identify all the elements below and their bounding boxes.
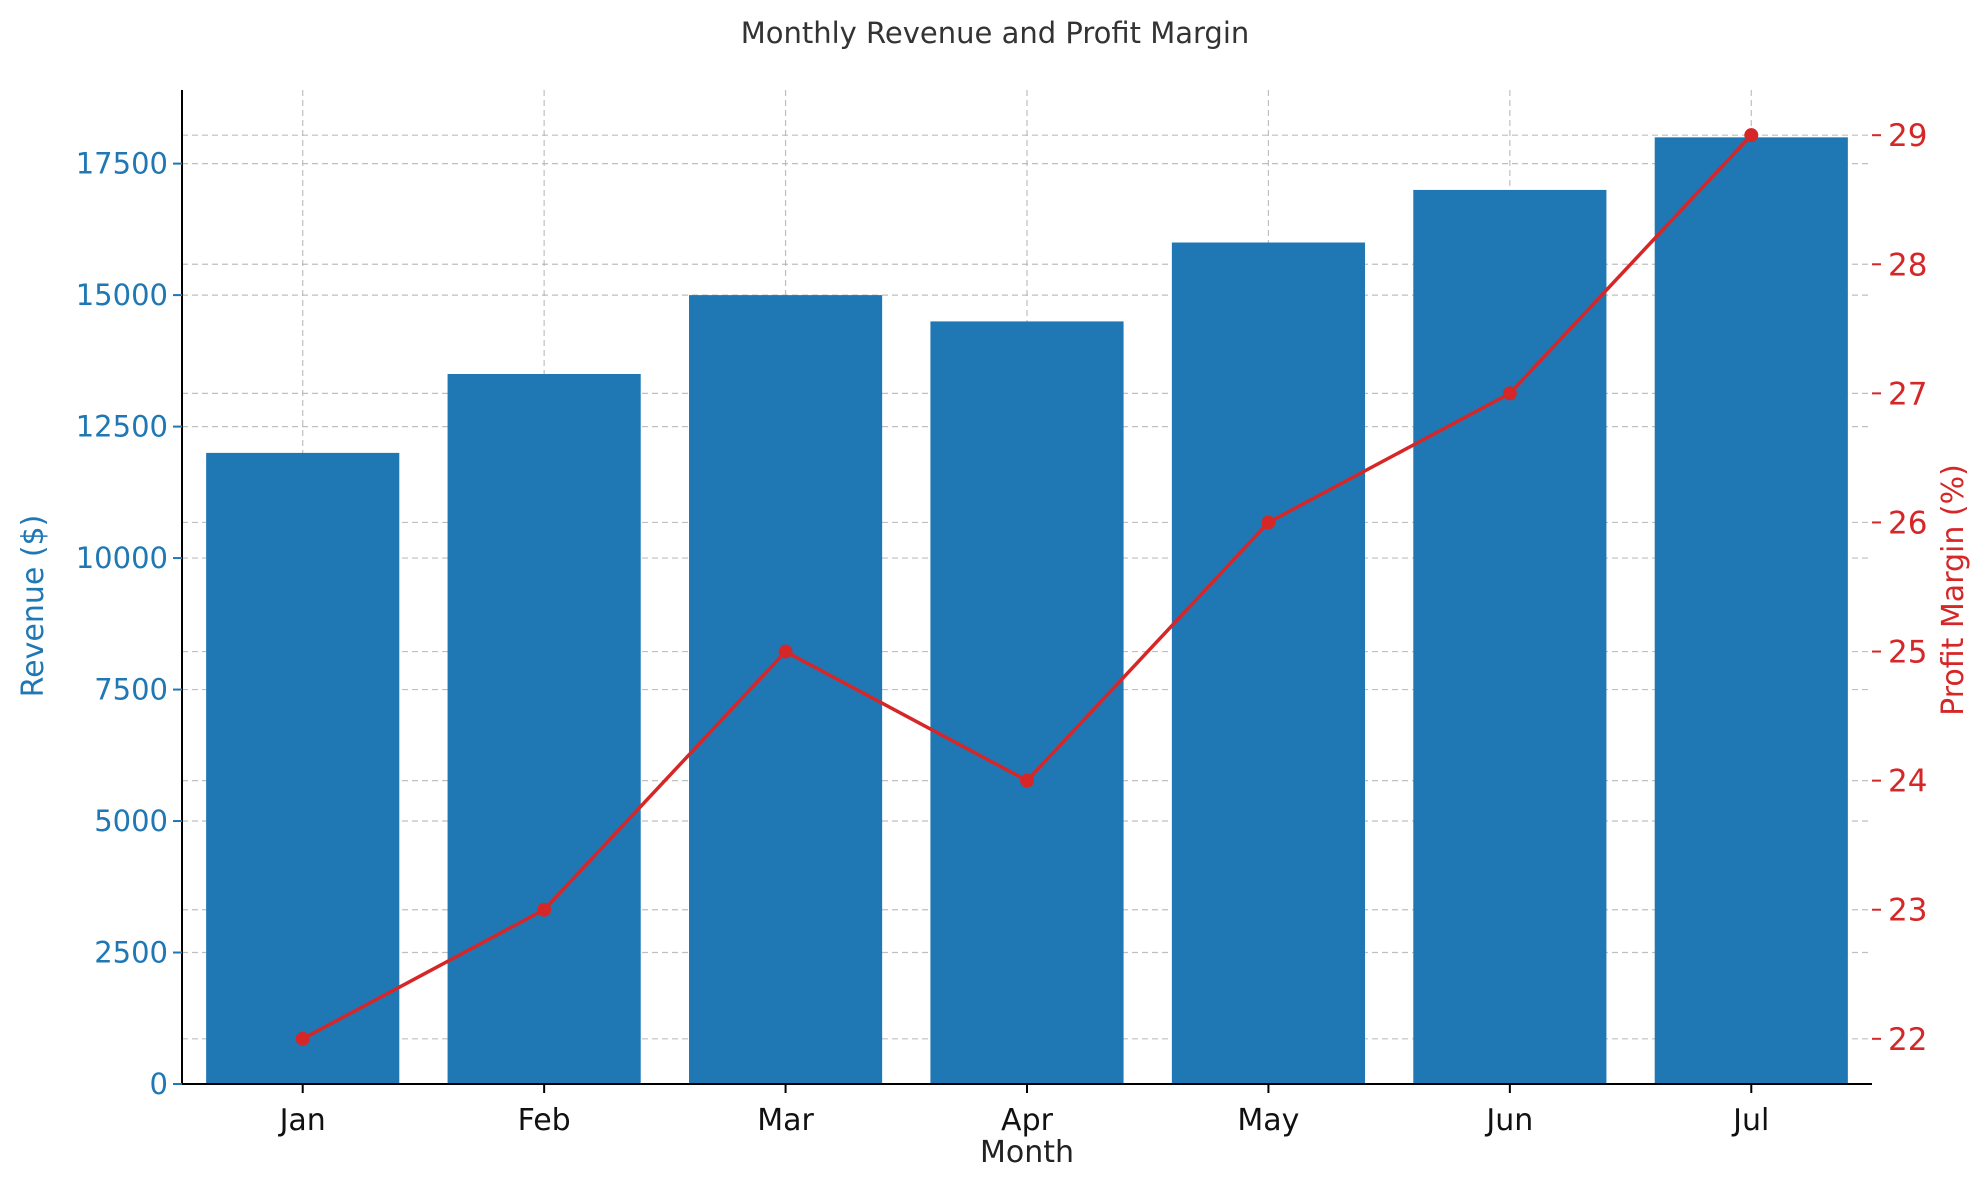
marker-profit-margin-jul xyxy=(1744,128,1759,143)
bar-revenue-jul xyxy=(1654,137,1848,1085)
y-right-tick-label: 29 xyxy=(1888,118,1927,154)
chart-title: Monthly Revenue and Profit Margin xyxy=(741,16,1250,50)
y-left-tick-label: 12500 xyxy=(76,410,168,444)
marker-profit-margin-may xyxy=(1261,515,1276,530)
x-tick-label: Jun xyxy=(1484,1103,1533,1138)
bar-revenue-apr xyxy=(930,321,1124,1084)
y-left-tick-label: 0 xyxy=(150,1067,168,1101)
y-right-tick-label: 22 xyxy=(1888,1022,1927,1058)
x-tick-label: Jan xyxy=(278,1103,326,1138)
marker-profit-margin-jun xyxy=(1502,386,1517,401)
y-left-tick-label: 17500 xyxy=(76,147,168,181)
line-layer xyxy=(295,128,1759,1046)
y-left-tick-label: 2500 xyxy=(94,936,168,970)
x-tick-label: Feb xyxy=(518,1103,571,1138)
y-right-tick-label: 25 xyxy=(1888,635,1927,671)
y-right-tick-label: 24 xyxy=(1888,764,1927,800)
y-right-tick-label: 27 xyxy=(1888,376,1927,412)
marker-profit-margin-mar xyxy=(778,644,793,659)
bar-revenue-may xyxy=(1171,242,1365,1084)
y-left-tick-label: 7500 xyxy=(94,673,168,707)
bars-layer xyxy=(206,137,1848,1085)
marker-profit-margin-feb xyxy=(537,902,552,917)
y-left-tick-label: 10000 xyxy=(76,541,168,575)
bar-revenue-mar xyxy=(689,295,883,1085)
y-right-tick-label: 26 xyxy=(1888,505,1927,541)
x-tick-label: Jul xyxy=(1731,1103,1769,1138)
bar-revenue-jun xyxy=(1413,189,1607,1085)
axes-layer: 0 2500 5000 7500 10000 12500 15000 17500 22 23 24 2… xyxy=(76,90,1927,1138)
marker-profit-margin-apr xyxy=(1020,773,1034,788)
x-tick-label: May xyxy=(1237,1103,1299,1138)
bar-revenue-feb xyxy=(447,374,641,1084)
y-left-tick-label: 15000 xyxy=(76,278,168,312)
marker-profit-margin-jan xyxy=(295,1031,310,1046)
x-tick-label: Mar xyxy=(757,1103,814,1138)
y-axis-right-label: Profit Margin (%) xyxy=(1936,464,1971,716)
y-left-tick-label: 5000 xyxy=(94,804,168,838)
y-right-tick-label: 28 xyxy=(1888,247,1927,283)
x-tick-label: Apr xyxy=(1001,1103,1054,1138)
y-axis-left-label: Revenue ($) xyxy=(16,515,51,698)
bar-revenue-jan xyxy=(206,452,400,1084)
x-axis-label: Month xyxy=(980,1135,1074,1170)
y-right-tick-label: 23 xyxy=(1888,893,1927,929)
